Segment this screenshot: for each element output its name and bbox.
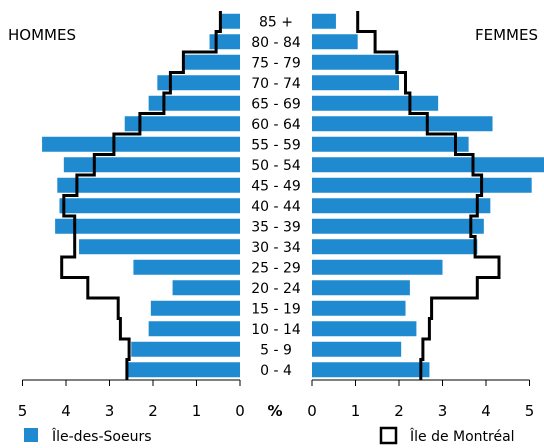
bar-women-9 <box>312 177 532 193</box>
bar-men-6 <box>79 239 240 255</box>
bar-women-8 <box>312 198 491 214</box>
age-label-17: 85 + <box>259 14 293 30</box>
bar-men-9 <box>57 177 240 193</box>
age-label-3: 15 - 19 <box>251 301 301 317</box>
tick-label-women-4: 4 <box>481 402 491 420</box>
bar-women-10 <box>312 157 544 173</box>
bar-women-1 <box>312 341 402 357</box>
age-label-15: 75 - 79 <box>251 55 301 71</box>
legend-swatch-ile-des-soeurs <box>24 428 38 442</box>
legend-label-ile-de-montreal: Île de Montréal <box>409 427 515 445</box>
men-bars <box>42 13 241 378</box>
bar-women-0 <box>312 362 430 378</box>
legend-label-ile-des-soeurs: Île-des-Soeurs <box>51 427 152 445</box>
bar-women-2 <box>312 321 417 337</box>
bar-men-2 <box>148 321 240 337</box>
tick-label-men-1: 4 <box>61 402 71 420</box>
age-label-1: 5 - 9 <box>260 342 292 358</box>
outline-men <box>60 11 222 380</box>
bar-men-5 <box>133 259 240 275</box>
bar-women-12 <box>312 116 493 132</box>
bar-women-16 <box>312 34 358 50</box>
age-label-16: 80 - 84 <box>251 35 301 51</box>
age-group-labels: 0 - 4 5 - 9 10 - 14 15 - 19 20 - 24 25 - 29 30… <box>251 14 301 379</box>
outline-women <box>356 11 501 380</box>
women-bars <box>312 13 544 378</box>
bar-women-14 <box>312 75 399 91</box>
age-label-8: 40 - 44 <box>251 199 301 215</box>
bar-men-8 <box>59 198 240 214</box>
bar-women-17 <box>312 13 336 29</box>
bar-men-11 <box>42 136 241 152</box>
bar-men-1 <box>131 341 240 357</box>
legend-swatch-ile-de-montreal <box>379 426 398 445</box>
bar-women-13 <box>312 95 439 111</box>
bar-men-3 <box>150 300 240 316</box>
bar-women-6 <box>312 239 478 255</box>
age-label-2: 10 - 14 <box>251 322 301 338</box>
bar-women-15 <box>312 54 399 70</box>
tick-label-women-0: 0 <box>307 402 317 420</box>
bar-women-5 <box>312 259 443 275</box>
legend: Île-des-Soeurs Île de Montréal <box>24 426 515 445</box>
bar-women-4 <box>312 280 410 296</box>
bar-men-14 <box>157 75 240 91</box>
age-label-4: 20 - 24 <box>251 281 301 297</box>
age-label-6: 30 - 34 <box>251 240 301 256</box>
age-label-10: 50 - 54 <box>251 158 301 174</box>
tick-label-men-4: 1 <box>192 402 202 420</box>
bar-men-15 <box>183 54 240 70</box>
age-label-13: 65 - 69 <box>251 96 301 112</box>
bar-men-10 <box>63 157 241 173</box>
tick-label-women-1: 1 <box>351 402 361 420</box>
tick-label-men-0: 5 <box>18 402 28 420</box>
age-label-14: 70 - 74 <box>251 76 301 92</box>
montreal-outlines <box>60 11 501 380</box>
women-side-label: FEMMES <box>475 26 538 44</box>
bar-men-17 <box>220 13 240 29</box>
bar-men-16 <box>209 34 240 50</box>
bar-men-4 <box>172 280 240 296</box>
bar-men-12 <box>124 116 240 132</box>
bar-men-0 <box>126 362 240 378</box>
tick-label-men-3: 2 <box>148 402 158 420</box>
men-side-label: HOMMES <box>8 26 76 44</box>
bar-women-3 <box>312 300 406 316</box>
tick-label-women-3: 3 <box>438 402 448 420</box>
bar-men-13 <box>148 95 240 111</box>
bar-men-7 <box>55 218 240 234</box>
age-label-9: 45 - 49 <box>251 178 301 194</box>
x-axes: 5 4 3 2 1 0 0 1 2 3 4 5 <box>18 379 535 420</box>
age-label-12: 60 - 64 <box>251 117 301 133</box>
age-label-7: 35 - 39 <box>251 219 301 235</box>
axis-unit-label: % <box>267 402 282 420</box>
tick-label-women-5: 5 <box>525 402 535 420</box>
tick-label-men-5: 0 <box>235 402 245 420</box>
bar-women-7 <box>312 218 484 234</box>
age-label-11: 55 - 59 <box>251 137 301 153</box>
age-label-5: 25 - 29 <box>251 260 301 276</box>
tick-label-women-2: 2 <box>394 402 404 420</box>
age-label-0: 0 - 4 <box>260 363 292 379</box>
tick-label-men-2: 3 <box>105 402 115 420</box>
bar-women-11 <box>312 136 469 152</box>
